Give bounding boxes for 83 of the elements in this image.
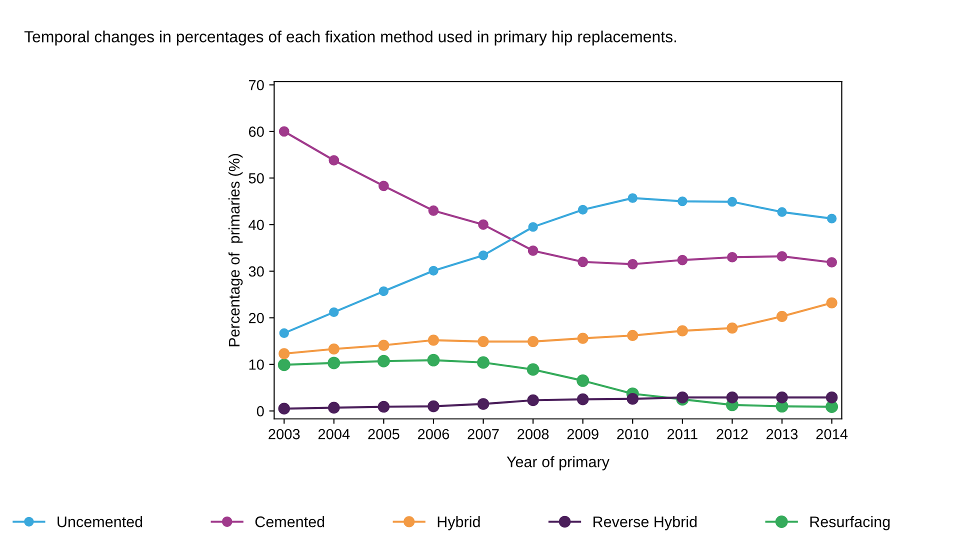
point: [328, 155, 340, 166]
point: [477, 398, 490, 410]
point: [527, 394, 539, 406]
legend-label: Resurfacing: [810, 516, 890, 530]
x-tick-label: 2014: [816, 428, 848, 440]
point: [528, 222, 538, 232]
point: [578, 256, 588, 268]
point: [576, 393, 589, 406]
point: [427, 354, 440, 366]
point: [627, 330, 638, 342]
y-tick-label: 0: [256, 406, 264, 416]
y-tick-label: 30: [248, 266, 264, 277]
y-tick-label: 60: [248, 126, 264, 137]
point: [726, 322, 738, 334]
point: [329, 307, 339, 318]
point: [477, 356, 490, 369]
point: [328, 343, 340, 355]
x-tick-label: 2003: [268, 428, 300, 440]
legend-label: Cemented: [255, 516, 324, 528]
point: [428, 334, 440, 346]
point: [279, 328, 289, 338]
point: [378, 180, 389, 192]
point: [578, 204, 588, 215]
point: [526, 363, 540, 376]
point: [826, 214, 837, 224]
point: [377, 354, 390, 368]
legend-label: Reverse Hybrid: [594, 516, 697, 530]
point: [278, 402, 290, 415]
point: [576, 374, 590, 387]
point: [278, 126, 290, 137]
point: [428, 205, 439, 216]
point: [378, 286, 389, 296]
x-axis-title: Year of primary: [506, 456, 610, 470]
point: [676, 392, 688, 404]
point: [676, 325, 688, 336]
point: [727, 196, 738, 207]
x-tick-label: 2009: [567, 428, 598, 440]
x-tick-label: 2007: [468, 428, 499, 440]
point: [478, 250, 488, 260]
x-tick-label: 2006: [418, 428, 450, 440]
point: [626, 392, 639, 405]
chart-title: Temporal changes in percentages of each fixation method used in primary hip replacements.: [24, 30, 676, 46]
x-tick-label: 2008: [518, 428, 549, 440]
x-tick-label: 2012: [716, 428, 748, 440]
point: [478, 219, 488, 230]
x-tick-label: 2004: [318, 428, 350, 440]
point: [528, 336, 539, 348]
x-tick-label: 2011: [667, 428, 698, 440]
point: [278, 358, 290, 372]
point: [776, 392, 788, 404]
point: [678, 196, 688, 206]
point: [577, 332, 588, 344]
y-tick-label: 40: [248, 220, 264, 230]
y-tick-label: 10: [249, 359, 264, 370]
point: [826, 297, 838, 308]
point: [777, 207, 787, 217]
x-tick-label: 2010: [617, 428, 648, 440]
point: [776, 310, 788, 322]
y-axis-title: Percentage of primaries (%): [228, 154, 243, 346]
point: [726, 392, 738, 404]
x-tick-label: 2005: [368, 428, 400, 440]
point: [278, 348, 290, 360]
point: [826, 392, 838, 404]
point: [428, 266, 438, 276]
point: [677, 254, 688, 266]
point: [378, 340, 390, 351]
x-tick-label: 2013: [766, 428, 798, 440]
y-tick-label: 70: [248, 80, 264, 90]
point: [428, 400, 440, 412]
point: [378, 400, 390, 413]
point: [776, 251, 788, 262]
point: [478, 336, 489, 348]
point: [628, 193, 638, 203]
legend-label: Hybrid: [438, 516, 480, 530]
point: [627, 259, 638, 270]
legend-label: Uncemented: [58, 516, 142, 528]
point: [727, 252, 738, 262]
point: [826, 257, 837, 268]
y-tick-label: 20: [248, 312, 264, 324]
point: [528, 245, 538, 256]
point: [328, 402, 340, 414]
point: [328, 356, 340, 370]
y-tick-label: 50: [248, 173, 264, 184]
